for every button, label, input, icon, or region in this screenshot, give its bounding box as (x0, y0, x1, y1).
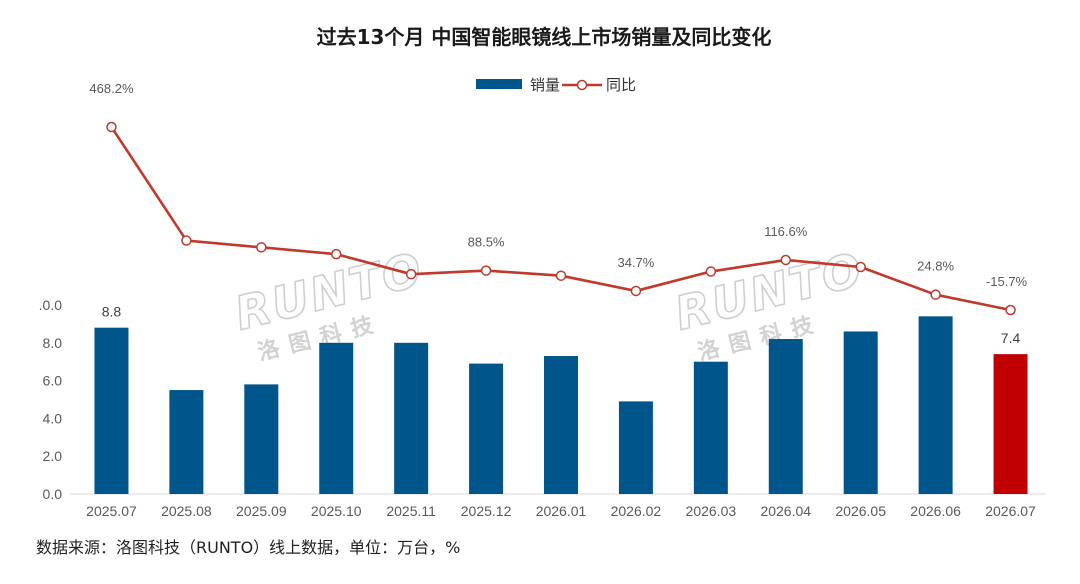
yoy-point (1005, 304, 1016, 316)
x-tick-label: 2025.08 (161, 503, 212, 519)
yoy-point (855, 261, 866, 273)
yoy-point (330, 248, 342, 260)
y-axis: .0.0 8.0 6.0 4.0 2.0 0.0 (39, 297, 63, 502)
source-note: 数据来源：洛图科技（RUNTO）线上数据，单位：万台，% (36, 538, 460, 557)
bar-label: 8.8 (102, 304, 122, 320)
yoy-label: -15.7% (986, 274, 1028, 289)
yoy-point (106, 121, 117, 133)
x-tick-label: 2026.04 (760, 503, 811, 519)
yoy-series-line (110, 126, 1011, 312)
yoy-label: 34.7% (617, 255, 654, 270)
yoy-labels: 468.2% 88.5% 34.7% 116.6% 24.8% -15.7% (89, 81, 1027, 289)
x-tick-label: 2026.02 (611, 503, 662, 519)
bar (394, 342, 429, 494)
bar (319, 342, 354, 494)
legend-line-marker (576, 79, 588, 91)
x-tick-label: 2026.05 (835, 503, 886, 519)
bar (618, 401, 653, 494)
bar (768, 339, 803, 494)
x-tick-label: 2025.12 (461, 503, 512, 519)
yoy-point (930, 289, 941, 300)
legend-yoy-label: 同比 (606, 76, 636, 94)
y-tick-label: 2.0 (43, 448, 63, 464)
yoy-label: 468.2% (89, 81, 134, 96)
bar (469, 363, 504, 494)
x-tick-label: 2026.01 (536, 503, 587, 519)
bar (693, 361, 728, 494)
yoy-line (106, 121, 1016, 316)
bar-labels: 8.8 7.4 (102, 304, 1021, 346)
y-tick-label: .0.0 (39, 297, 63, 313)
bar (244, 384, 279, 494)
y-tick-label: 6.0 (43, 373, 63, 389)
yoy-label: 88.5% (468, 235, 505, 250)
y-tick-label: 0.0 (43, 486, 63, 502)
x-tick-label: 2026.06 (910, 503, 961, 519)
yoy-point (256, 242, 267, 253)
x-tick-label: 2025.09 (236, 503, 287, 519)
bars (94, 316, 1028, 494)
x-tick-label: 2025.10 (311, 503, 362, 519)
bar (169, 390, 204, 494)
bar (544, 356, 578, 494)
y-tick-label: 4.0 (43, 410, 63, 426)
legend-bar-swatch (476, 79, 522, 89)
bar (918, 316, 953, 494)
x-tick-label: 2025.07 (86, 503, 137, 519)
bar (993, 354, 1028, 494)
y-tick-label: 8.0 (43, 335, 63, 351)
yoy-point (780, 254, 792, 266)
yoy-point (630, 285, 642, 297)
legend: 销量 同比 (476, 76, 636, 94)
yoy-label: 116.6% (764, 224, 808, 239)
bar-label: 7.4 (1001, 330, 1021, 346)
yoy-point (555, 270, 567, 281)
chart-title: 过去13个月 中国智能眼镜线上市场销量及同比变化 (317, 25, 772, 49)
x-tick-label: 2025.11 (386, 503, 436, 519)
yoy-point (405, 268, 417, 280)
yoy-point (480, 265, 492, 276)
yoy-point (181, 235, 192, 246)
yoy-point (705, 266, 717, 277)
bar (94, 327, 129, 494)
x-axis-ticks: 2025.07 2025.08 2025.09 2025.10 2025.11 2025.… (86, 503, 1036, 519)
x-tick-label: 2026.07 (985, 503, 1036, 519)
x-tick-label: 2026.03 (686, 503, 737, 519)
yoy-label: 24.8% (917, 259, 954, 274)
legend-sales-label: 销量 (530, 76, 560, 94)
bar (843, 331, 878, 494)
